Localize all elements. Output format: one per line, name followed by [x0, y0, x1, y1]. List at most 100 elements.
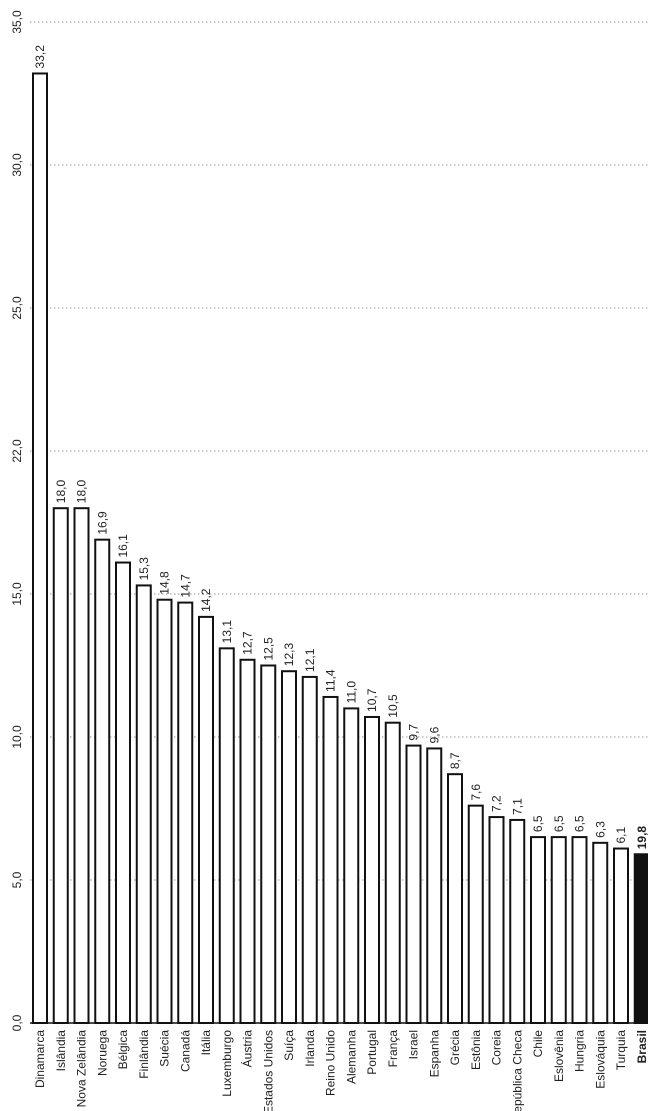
value-label: 14,2 — [199, 588, 213, 612]
bar — [218, 647, 235, 1025]
category-label: Espanha — [427, 1030, 441, 1078]
category-label: Hungria — [573, 1030, 587, 1072]
value-label: 6,5 — [573, 815, 587, 832]
value-label: 10,7 — [365, 688, 379, 712]
value-label: 7,1 — [510, 798, 524, 815]
category-label: Chile — [531, 1030, 545, 1058]
value-label: 15,3 — [137, 557, 151, 581]
value-label: 6,5 — [531, 815, 545, 832]
value-label: 7,2 — [490, 795, 504, 812]
value-label: 16,1 — [116, 534, 130, 558]
bar — [509, 818, 526, 1024]
category-label: Turquia — [614, 1030, 628, 1071]
value-labels: 33,2 18,0 18,0 16,9 16,1 15,3 14,8 14,7 14,2 13,1… — [33, 45, 648, 849]
bar — [260, 664, 277, 1024]
bar — [94, 538, 111, 1024]
bar — [177, 601, 194, 1025]
bar — [447, 773, 463, 1024]
bar — [384, 721, 401, 1024]
value-label: 14,8 — [158, 571, 172, 595]
category-label: Brasil — [635, 1030, 648, 1063]
category-label: Itália — [199, 1030, 213, 1056]
value-label: 18,0 — [54, 480, 68, 504]
category-label: República Checa — [510, 1030, 524, 1111]
bar — [281, 670, 297, 1024]
category-label: Suíça — [282, 1030, 296, 1061]
value-label: 14,7 — [178, 574, 192, 598]
value-label: 6,3 — [593, 821, 607, 838]
category-label: Áustria — [240, 1030, 255, 1068]
value-label: 10,5 — [386, 694, 400, 718]
category-label: Eslováquia — [593, 1030, 607, 1089]
bar — [135, 584, 152, 1024]
y-tick-label: 35,0 — [10, 10, 24, 34]
category-label: Reino Unido — [324, 1030, 338, 1096]
category-label: Grécia — [448, 1030, 462, 1066]
bar — [426, 747, 443, 1024]
bar — [198, 615, 214, 1024]
category-label: Suécia — [158, 1030, 172, 1067]
category-label: Dinamarca — [33, 1030, 47, 1088]
bar — [52, 507, 69, 1024]
category-label: Luxemburgo — [220, 1030, 234, 1097]
bar — [613, 847, 629, 1024]
bar — [488, 816, 505, 1025]
value-label: 19,8 — [635, 826, 648, 850]
value-label: 9,6 — [427, 726, 441, 743]
category-label: Bélgica — [116, 1030, 130, 1070]
bar — [467, 804, 484, 1025]
value-label: 13,1 — [220, 620, 234, 644]
category-label: Estônia — [469, 1030, 483, 1070]
value-label: 8,7 — [448, 752, 462, 769]
category-label: Israel — [407, 1030, 421, 1059]
y-tick-label: 0,0 — [10, 1014, 24, 1031]
y-tick-label: 25,0 — [10, 296, 24, 320]
y-tick-label: 22,0 — [10, 439, 24, 463]
bar — [571, 836, 588, 1024]
value-label: 12,3 — [282, 643, 296, 667]
category-label: Canadá — [178, 1030, 192, 1072]
value-label: 33,2 — [33, 45, 47, 69]
value-label: 11,0 — [344, 681, 358, 704]
category-label: Irlanda — [303, 1030, 317, 1067]
value-label: 7,6 — [469, 784, 483, 801]
bar — [364, 715, 380, 1024]
y-tick-label: 5,0 — [10, 871, 24, 888]
y-tick-label: 15,0 — [10, 582, 24, 606]
bar — [322, 695, 339, 1025]
value-label: 11,4 — [324, 669, 338, 692]
y-axis-tick-labels: 0,0 5,0 10,0 15,0 22,0 25,0 30,0 35,0 — [10, 10, 24, 1031]
value-label: 12,5 — [261, 637, 275, 661]
y-tick-label: 30,0 — [10, 153, 24, 177]
category-label: Alemanha — [344, 1030, 358, 1084]
value-label: 16,9 — [95, 511, 109, 535]
category-label: Eslovênia — [552, 1030, 566, 1082]
y-tick-label: 10,0 — [10, 725, 24, 749]
value-label: 12,1 — [303, 648, 317, 672]
category-label: Finlândia — [137, 1030, 151, 1079]
bar — [550, 836, 567, 1024]
bar — [32, 72, 48, 1025]
value-label: 6,1 — [614, 827, 628, 844]
bar — [530, 836, 546, 1024]
category-label: Islândia — [54, 1030, 68, 1072]
category-label: Noruega — [95, 1030, 109, 1076]
bar — [115, 561, 131, 1024]
bar — [633, 853, 648, 1025]
bars — [32, 72, 648, 1025]
value-label: 9,7 — [407, 724, 421, 741]
category-label: Portugal — [365, 1030, 379, 1075]
bar — [592, 841, 609, 1024]
category-label: Estados Unidos — [261, 1030, 275, 1111]
bar — [73, 507, 90, 1024]
category-label: Nova Zelândia — [75, 1030, 89, 1108]
value-label: 18,0 — [75, 480, 89, 504]
category-labels: Dinamarca Islândia Nova Zelândia Noruega Bél… — [33, 1030, 648, 1111]
bar — [156, 598, 173, 1024]
category-label: Coreia — [490, 1030, 504, 1066]
bar — [239, 658, 256, 1025]
bar — [301, 675, 318, 1024]
value-label: 12,7 — [241, 631, 255, 655]
bar — [405, 744, 422, 1025]
